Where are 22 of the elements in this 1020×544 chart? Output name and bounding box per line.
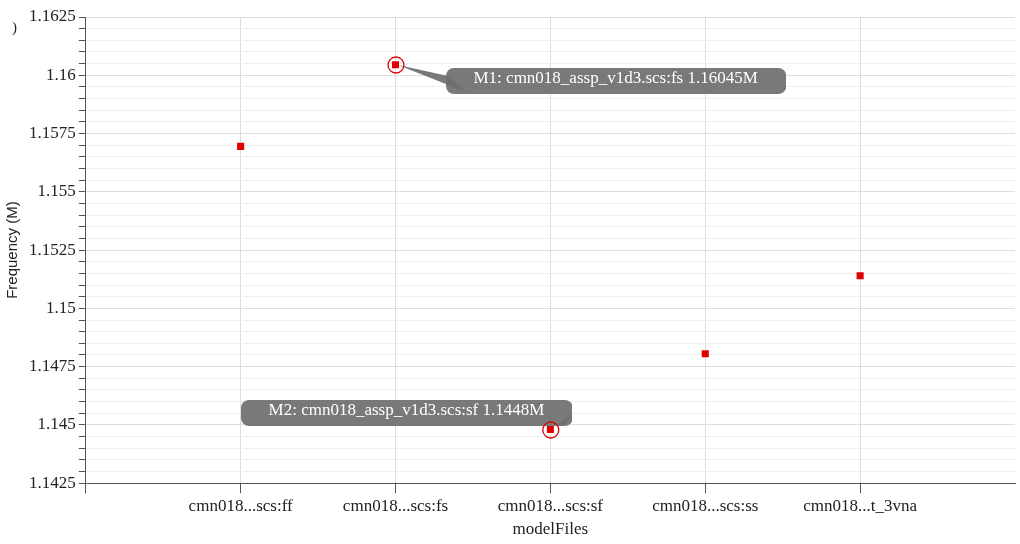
x-tick-label: cmn018...scs:fs bbox=[342, 495, 449, 515]
y-tick-label: 1.1425 bbox=[29, 472, 76, 492]
y-tick-label: 1.145 bbox=[37, 414, 76, 434]
x-tick-label: cmn018...scs:sf bbox=[497, 495, 604, 515]
y-tick-label: 1.16 bbox=[46, 64, 76, 84]
x-tick-label: cmn018...scs:ff bbox=[188, 495, 293, 515]
annotation: M1: cmn018_assp_v1d3.scs:fs 1.16045M bbox=[473, 67, 758, 88]
y-tick-label: 1.155 bbox=[37, 181, 76, 201]
x-axis-title: modelFiles bbox=[512, 519, 589, 539]
y-tick-label: 1.15 bbox=[46, 297, 76, 317]
y-tick-label: 1.1575 bbox=[29, 123, 76, 143]
text: ) bbox=[12, 18, 17, 36]
x-tick-label: cmn018...scs:ss bbox=[652, 495, 759, 515]
y-axis-title: Frequency (M) bbox=[3, 201, 21, 299]
y-tick-label: 1.1625 bbox=[29, 6, 76, 26]
point bbox=[701, 350, 709, 358]
x-tick-label: cmn018...t_3vna bbox=[803, 495, 918, 515]
y-tick-label: 1.1525 bbox=[29, 239, 76, 259]
annotation: M2: cmn018_assp_v1d3.scs:sf 1.1448M bbox=[268, 399, 545, 420]
y-tick-label: 1.1475 bbox=[29, 356, 76, 376]
point bbox=[237, 142, 245, 150]
point bbox=[856, 272, 864, 280]
